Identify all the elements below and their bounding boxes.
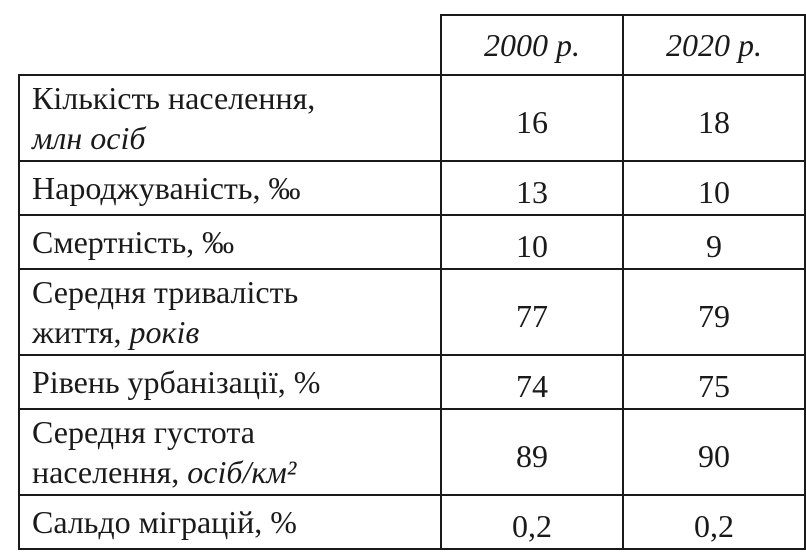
label-line: Середня тривалість [32,272,430,312]
label-text: млн осіб [32,120,146,156]
table-row: Середня густота населення, осіб/км² 89 90 [18,408,806,496]
header-cell: 2020 р. [622,14,806,76]
row-label: Середня тривалість життя, років [18,268,442,356]
value-cell: 90 [622,408,806,496]
value-cell: 79 [622,268,806,356]
table-row: Рівень урбанізації, % 74 75 [18,354,806,410]
label-line: життя, років [32,312,430,352]
row-label: Кількість населення, млн осіб [18,74,442,162]
row-label: Смертність, ‰ [18,214,442,270]
row-label: Середня густота населення, осіб/км² [18,408,442,496]
value-cell: 77 [440,268,624,356]
label-line: Смертність, ‰ [32,222,430,262]
label-line: населення, осіб/км² [32,452,430,492]
label-text: Сальдо міграцій, % [32,504,297,540]
value-cell: 0,2 [440,494,624,550]
label-text: Середня густота [32,414,255,450]
row-label: Сальдо міграцій, % [18,494,442,550]
data-table: 2000 р. 2020 р. Кількість населення, млн ос… [18,14,806,550]
header-row: 2000 р. 2020 р. [19,14,806,76]
label-line: Народжуваність, ‰ [32,168,430,208]
table-row: Сальдо міграцій, % 0,2 0,2 [18,494,806,550]
table-row: Народжуваність, ‰ 13 10 [18,160,806,216]
value-cell: 13 [440,160,624,216]
value-cell: 18 [622,74,806,162]
label-line: Кількість населення, [32,78,430,118]
label-text: населення, [32,454,188,490]
table-row: Кількість населення, млн осіб 16 18 [18,74,806,162]
table-body: 2000 р. 2020 р. Кількість населення, млн ос… [18,14,806,550]
label-text: Народжуваність, ‰ [32,170,301,206]
value-cell: 10 [622,160,806,216]
value-cell: 0,2 [622,494,806,550]
value-cell: 74 [440,354,624,410]
blank-cell [19,15,442,76]
label-text: років [129,314,200,350]
label-line: Рівень урбанізації, % [32,362,430,402]
label-line: Сальдо міграцій, % [32,502,430,542]
label-text: життя, [32,314,130,350]
label-text: Смертність, ‰ [32,224,235,260]
row-label: Рівень урбанізації, % [18,354,442,410]
value-cell: 9 [622,214,806,270]
table-row: Середня тривалість життя, років 77 79 [18,268,806,356]
label-line: млн осіб [32,118,430,158]
label-text: Середня тривалість [32,274,299,310]
label-text: Рівень урбанізації, % [32,364,321,400]
value-cell: 75 [622,354,806,410]
value-cell: 16 [440,74,624,162]
header-cell: 2000 р. [440,14,624,76]
label-text: Кількість населення, [32,80,316,116]
table-row: Смертність, ‰ 10 9 [18,214,806,270]
value-cell: 89 [440,408,624,496]
label-line: Середня густота [32,412,430,452]
label-text: осіб/км² [187,454,297,490]
row-label: Народжуваність, ‰ [18,160,442,216]
value-cell: 10 [440,214,624,270]
